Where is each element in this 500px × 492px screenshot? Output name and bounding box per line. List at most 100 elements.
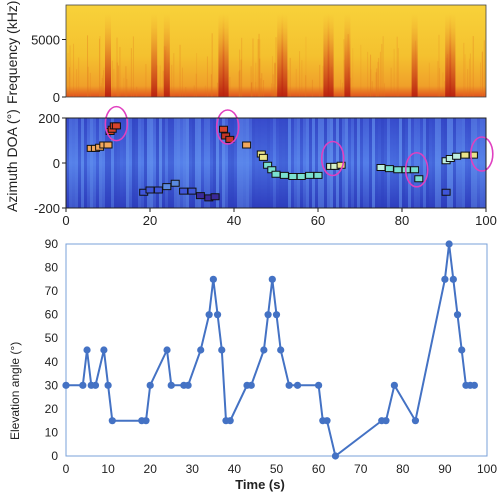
azimuth-band xyxy=(351,118,354,208)
azimuth-point xyxy=(288,173,298,180)
azimuth-band xyxy=(243,118,246,208)
azimuth-band xyxy=(78,118,81,208)
azimuth-band xyxy=(297,118,300,208)
azimuth-band xyxy=(174,118,177,208)
elevation-x-tick-label: 40 xyxy=(228,462,242,476)
spectrogram-texture xyxy=(260,78,262,97)
azimuth-point xyxy=(468,151,478,159)
elevation-point xyxy=(315,381,323,389)
azimuth-band xyxy=(396,118,399,208)
spectrogram-texture xyxy=(289,57,291,97)
elevation-x-tick-label: 80 xyxy=(396,462,410,476)
spectrogram-texture xyxy=(274,62,276,97)
azimuth-band xyxy=(138,118,141,208)
spectrogram-streaks xyxy=(66,13,485,97)
spectrogram-texture xyxy=(272,74,274,97)
azimuth-band xyxy=(378,118,381,208)
azimuth-band xyxy=(354,118,357,208)
spectrogram-dark-streak xyxy=(105,13,111,97)
azimuth-point xyxy=(195,192,205,200)
spectrogram-texture xyxy=(340,79,342,97)
azimuth-band xyxy=(72,118,75,208)
spectrogram-texture xyxy=(173,53,175,97)
spectrogram-texture xyxy=(393,48,395,97)
azimuth-x-tick-label: 100 xyxy=(475,213,497,228)
elevation-panel xyxy=(62,240,488,460)
azimuth-band xyxy=(468,118,471,208)
spectrogram-texture xyxy=(343,39,345,97)
azimuth-point xyxy=(441,188,451,196)
azimuth-band xyxy=(276,118,279,208)
spectrogram-texture xyxy=(196,53,198,97)
elevation-y-tick-label: 20 xyxy=(45,402,59,416)
azimuth-band xyxy=(402,118,405,208)
spectrogram-texture xyxy=(193,85,195,97)
spectrogram-texture xyxy=(239,49,241,97)
spectrogram-texture xyxy=(98,38,100,97)
azimuth-band xyxy=(93,118,96,208)
spectrogram-texture xyxy=(299,51,301,97)
azimuth-band xyxy=(429,118,432,208)
azimuth-band xyxy=(393,118,396,208)
spectrogram-texture xyxy=(319,64,321,97)
elevation-x-tick-label: 10 xyxy=(101,462,115,476)
elevation-point xyxy=(209,275,217,283)
elevation-point xyxy=(293,381,302,389)
spectrogram-texture xyxy=(375,72,377,97)
azimuth-band xyxy=(390,118,393,208)
azimuth-band xyxy=(117,118,120,208)
elevation-x-ticks: 0 10 20 30 40 50 60 70 80 90 100 xyxy=(63,462,498,476)
elevation-x-tick-label: 50 xyxy=(270,462,284,476)
spectrogram-texture xyxy=(271,56,273,97)
azimuth-band xyxy=(384,118,387,208)
azimuth-band xyxy=(456,118,459,208)
azimuth-band xyxy=(318,118,321,208)
elevation-y-tick-label: 10 xyxy=(45,425,59,439)
spectrogram-texture xyxy=(467,69,469,97)
spectrogram-texture xyxy=(101,78,103,97)
spectrogram-texture xyxy=(438,34,440,97)
azimuth-band xyxy=(309,118,312,208)
spectrogram-texture xyxy=(179,44,181,97)
spectrogram-texture xyxy=(439,68,441,97)
spectrogram-texture xyxy=(370,54,372,97)
azimuth-band xyxy=(147,118,150,208)
azimuth-band xyxy=(120,118,123,208)
spectrogram-texture xyxy=(378,57,380,97)
spectrogram-texture xyxy=(479,62,481,97)
azimuth-band xyxy=(357,118,360,208)
spectrogram-texture xyxy=(261,73,263,97)
azimuth-y-tick-label: -200 xyxy=(34,201,60,216)
spectrogram-texture xyxy=(379,51,381,97)
azimuth-band xyxy=(465,118,468,208)
azimuth-point xyxy=(170,179,180,187)
azimuth-band xyxy=(225,118,228,208)
spectrogram-texture xyxy=(87,66,89,97)
azimuth-band xyxy=(417,118,420,208)
spectrogram-texture xyxy=(252,38,254,97)
azimuth-band xyxy=(123,118,126,208)
azimuth-band xyxy=(198,118,201,208)
spectrogram-texture xyxy=(76,69,78,97)
elevation-point xyxy=(247,381,255,389)
azimuth-band xyxy=(135,118,138,208)
azimuth-point xyxy=(242,141,252,149)
spectrogram-texture xyxy=(216,82,218,97)
azimuth-band xyxy=(204,118,207,208)
azimuth-band xyxy=(153,118,156,208)
elevation-point xyxy=(163,346,171,354)
azimuth-band xyxy=(435,118,438,208)
elevation-y-tick-label: 70 xyxy=(45,284,59,298)
azimuth-band xyxy=(171,118,174,208)
azimuth-band xyxy=(348,118,351,208)
elevation-line xyxy=(66,243,475,458)
azimuth-band xyxy=(423,118,426,208)
azimuth-band xyxy=(477,118,480,208)
azimuth-band xyxy=(195,118,198,208)
spectrogram-texture xyxy=(482,50,484,97)
spectrogram-dark-streak xyxy=(327,13,334,97)
elevation-point xyxy=(146,381,154,389)
azimuth-band xyxy=(162,118,165,208)
azimuth-point xyxy=(296,173,306,180)
